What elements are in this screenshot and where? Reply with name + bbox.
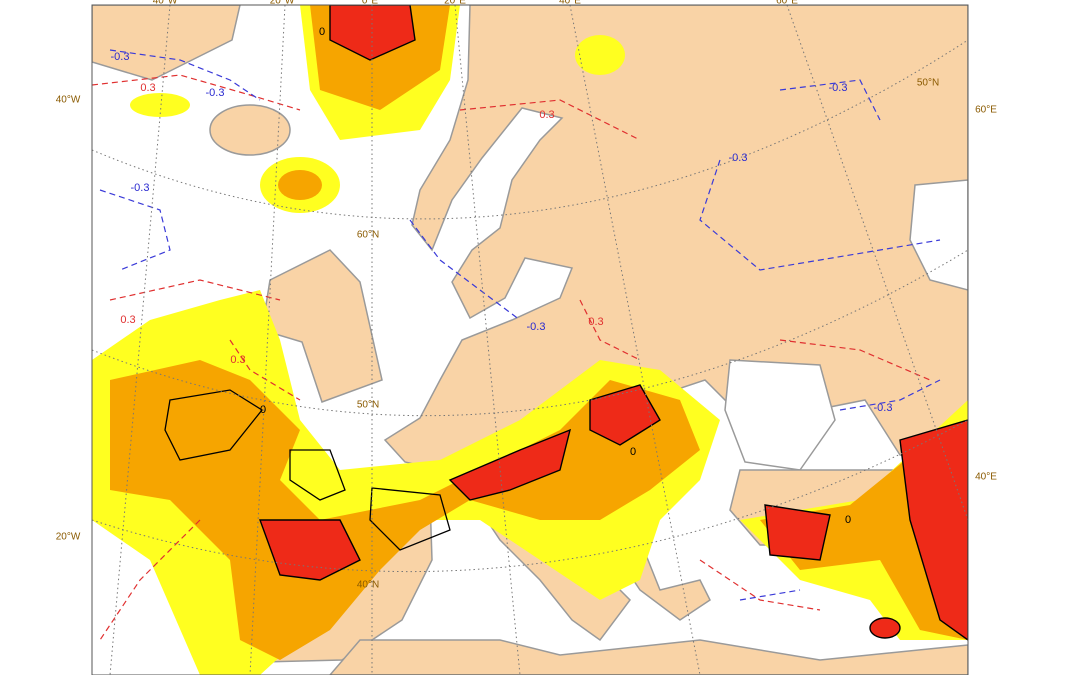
contour-label: 0 [260,404,266,416]
lon-label: 40°E [559,0,581,7]
contour-label: -0.3 [729,152,748,164]
lat-label: 40°N [357,580,379,591]
contour-label: 0 [630,446,636,458]
contour-label: -0.3 [131,182,150,194]
lon-label: 60°E [776,0,798,7]
lat-label: 50°N [917,78,939,89]
zero-contours [164,389,451,551]
contour-label: 0.3 [588,316,603,328]
dashed-contours [92,49,941,641]
contour-label: 0.3 [539,109,554,121]
contour-label: 0.3 [140,82,155,94]
contour-label: -0.3 [829,82,848,94]
graticule [92,5,968,675]
lon-label: 20°W [56,532,81,543]
contour-label: -0.3 [111,51,130,63]
lon-label: 60°E [975,105,997,116]
lon-label: 40°W [56,95,81,106]
lon-label: 40°W [153,0,178,7]
contour-label: -0.3 [527,321,546,333]
contour-label: 0.3 [230,354,245,366]
lat-label: 60°N [357,230,379,241]
map-body [92,5,968,675]
labels: 40°W 20°W 0°E 20°E 40°E 60°E 40°W 20°W 60°E 40°E 5… [56,0,998,591]
contour-label: 0 [845,514,851,526]
lon-label: 0°E [362,0,379,7]
lon-label: 40°E [975,472,997,483]
contour-label: -0.3 [874,402,893,414]
lon-label: 20°W [270,0,295,7]
lat-label: 50°N [357,400,379,411]
lon-label: 20°E [444,0,466,7]
anomaly-red [259,5,968,641]
contour-label: 0.3 [120,314,135,326]
contour-label: 0 [319,26,325,38]
contour-label: -0.3 [206,87,225,99]
